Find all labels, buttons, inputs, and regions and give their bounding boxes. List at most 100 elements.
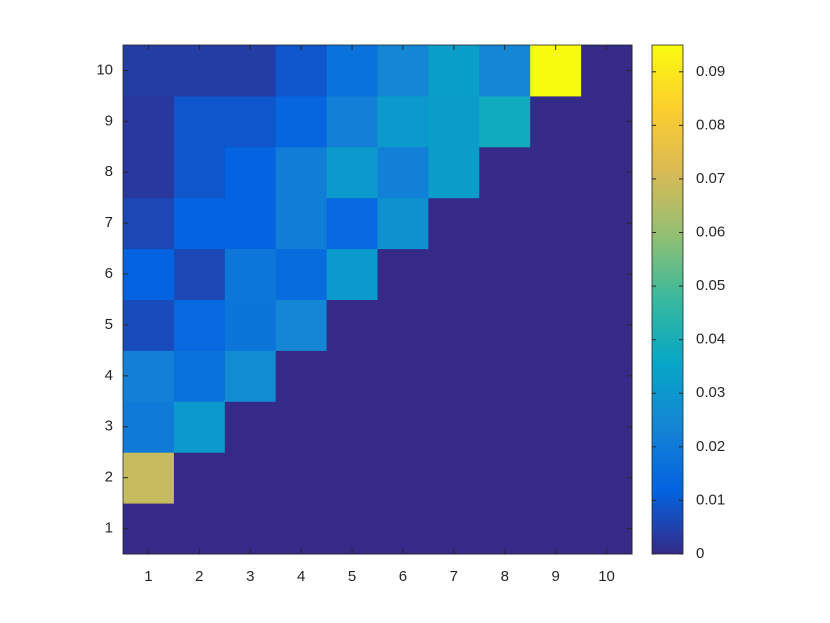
y-tick-label: 4 [105,367,113,384]
heatmap-cell [581,350,633,402]
heatmap-cell [275,248,328,300]
heatmap-cell [173,45,226,97]
heatmap-cell [275,299,328,351]
heatmap-cell [530,401,582,453]
heatmap-cell [530,45,582,97]
y-tick-label: 7 [105,214,113,231]
heatmap-cell [123,299,175,351]
heatmap-cell [581,197,633,250]
x-tick-label: 4 [297,568,305,585]
heatmap-cell [530,299,582,351]
heatmap-cell [224,299,277,351]
heatmap-cell [479,401,531,453]
heatmap-cell [123,146,175,199]
heatmap-cell [123,248,175,300]
heatmap-cell [326,401,378,453]
heatmap-cell [224,452,277,504]
heatmap-cell [428,452,480,504]
colorbar-tick-label: 0.09 [696,63,725,80]
heatmap-cell [123,350,175,402]
heatmap-cell [479,299,531,351]
heatmap-cell [581,146,633,199]
x-tick-label: 5 [348,568,356,585]
y-tick-label: 10 [96,61,113,78]
heatmap-cell [479,45,531,97]
heatmap-cell [479,350,531,402]
heatmap-cell [275,45,328,97]
heatmap-cell [275,146,328,199]
heatmap-cell [581,45,633,97]
colorbar-tick-label: 0.07 [696,170,725,187]
heatmap-cell [428,401,480,453]
heatmap-cell [224,197,277,250]
heatmap-cell [377,452,429,504]
heatmap-cell [123,401,175,453]
heatmap-cell [123,95,175,148]
heatmap-cell [530,452,582,504]
heatmap-cell [428,299,480,351]
heatmap-cell [581,452,633,504]
heatmap-cell [581,95,633,148]
heatmap-cell [479,452,531,504]
heatmap-cell [377,95,429,148]
heatmap-cell [479,248,531,300]
axes-box [122,44,633,555]
heatmap-cell [377,248,429,300]
heatmap-cell [428,197,480,250]
colorbar-tick-label: 0.05 [696,277,725,294]
heatmap-cell [123,197,175,250]
heatmap-cell [377,45,429,97]
x-tick-label: 8 [501,568,509,585]
heatmap-cell [377,146,429,199]
heatmap-cell [326,95,378,148]
heatmap-cell [428,95,480,148]
y-tick-label: 3 [105,418,113,435]
heatmap-cell [173,95,226,148]
x-tick-label: 10 [598,568,615,585]
x-tick-label: 6 [399,568,407,585]
heatmap-cell [173,299,226,351]
heatmap-cell [173,350,226,402]
heatmap-cell [326,350,378,402]
heatmap-cell [377,401,429,453]
heatmap-cell [326,452,378,504]
heatmap-cell [428,503,480,555]
y-tick-label: 5 [105,316,113,333]
heatmap-cell [224,45,277,97]
heatmap-cell [530,95,582,148]
heatmap-cell [173,401,226,453]
heatmap-cell [530,503,582,555]
heatmap-cell [326,299,378,351]
y-tick-label: 2 [105,469,113,486]
heatmap-cell [224,503,277,555]
heatmap-cell [224,350,277,402]
colorbar-tick-label: 0.06 [696,223,725,240]
heatmap-cell [224,248,277,300]
heatmap-cell [428,350,480,402]
heatmap-cell [173,146,226,199]
heatmap-cell [479,503,531,555]
heatmap-cell [530,248,582,300]
heatmap-cell [173,248,226,300]
x-tick-label: 1 [144,568,152,585]
colorbar-tick-label: 0.08 [696,116,725,133]
heatmap-cell [224,146,277,199]
heatmap-cell [326,45,378,97]
heatmap-cell [581,248,633,300]
colorbar-tick-label: 0.03 [696,384,725,401]
colorbar [651,44,684,555]
x-tick-label: 7 [450,568,458,585]
heatmap-cell [581,299,633,351]
heatmap-cell [581,401,633,453]
heatmap-cell [123,503,175,555]
y-tick-label: 6 [105,265,113,282]
heatmap-cell [275,401,328,453]
heatmap-cell [326,248,378,300]
heatmap-cell [275,452,328,504]
heatmap-cell [173,197,226,250]
heatmap-cell [377,503,429,555]
y-tick-label: 8 [105,163,113,180]
heatmap-cell [326,197,378,250]
